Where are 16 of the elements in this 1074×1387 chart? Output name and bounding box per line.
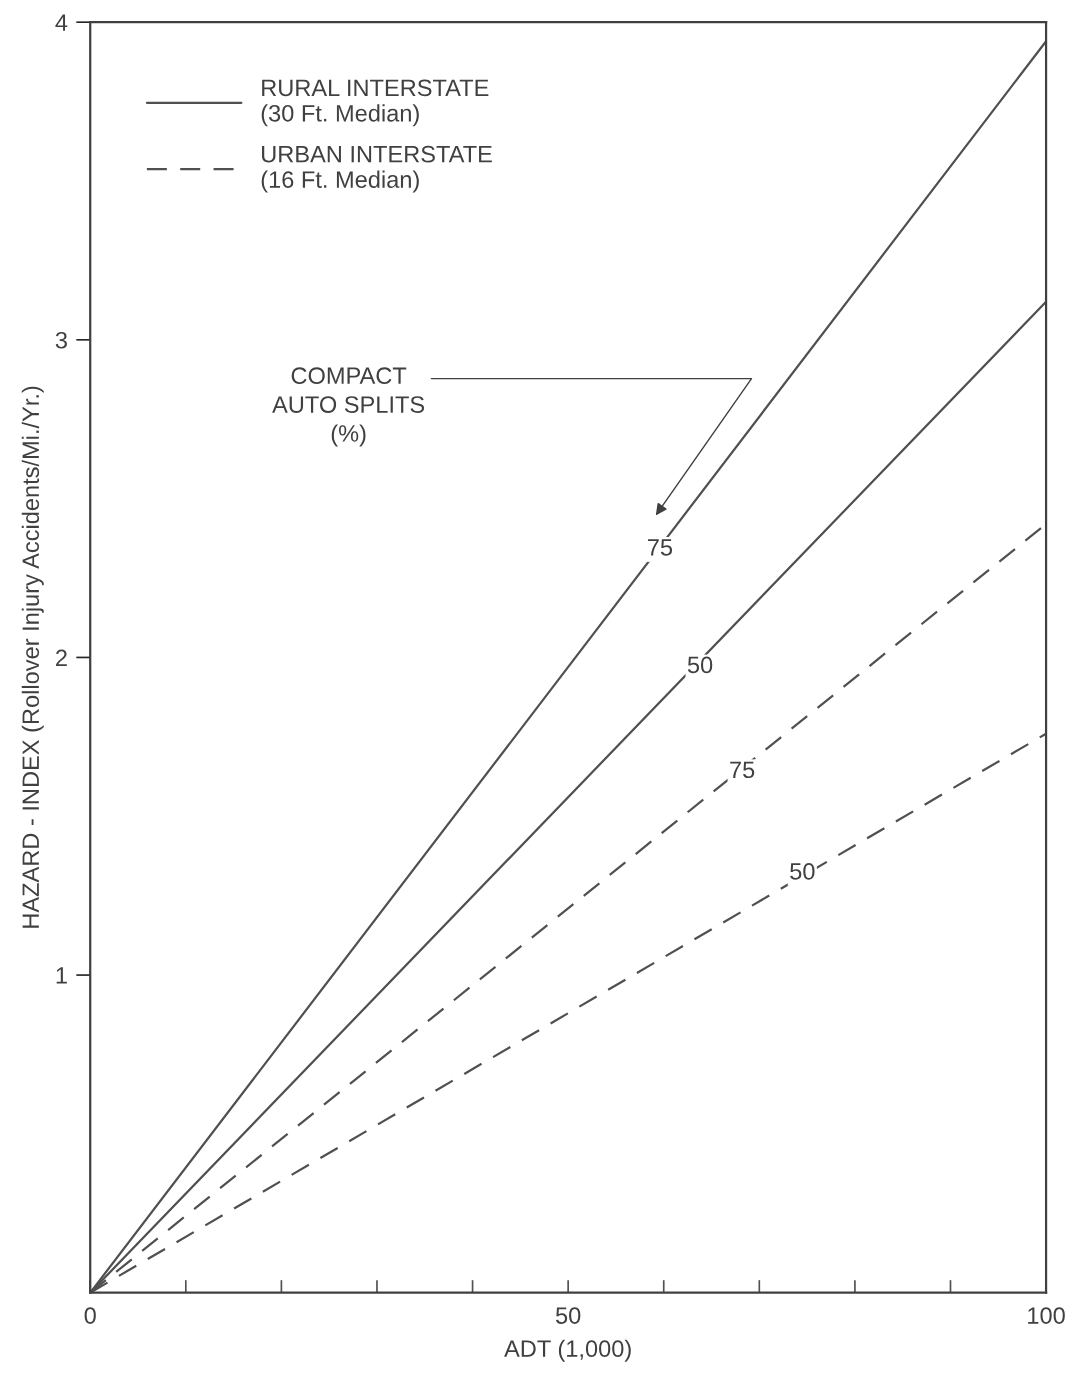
x-axis-title: ADT (1,000)	[504, 1339, 631, 1362]
legend-label: URBAN INTERSTATE (16 Ft. Median)	[261, 145, 492, 193]
x-tick-label: 50	[555, 1307, 581, 1324]
y-axis-title: HAZARD - INDEX (Rollover Injury Accidents/Mi./Yr.)	[21, 386, 44, 928]
annotation: 50	[790, 863, 815, 880]
annotation: 75	[647, 539, 673, 556]
annotation: COMPACT AUTO SPLITS (%)	[272, 367, 425, 447]
y-tick-label: 1	[56, 967, 67, 984]
annotation: 50	[687, 656, 713, 674]
legend-label: RURAL INTERSTATE (30 Ft. Median)	[261, 79, 489, 127]
x-tick-label: 0	[84, 1307, 96, 1324]
y-tick-label: 2	[56, 649, 67, 666]
y-tick-label: 4	[55, 14, 68, 31]
y-tick-label: 3	[55, 331, 67, 349]
annotation: 75	[730, 761, 755, 779]
x-tick-label: 100	[1028, 1307, 1065, 1324]
